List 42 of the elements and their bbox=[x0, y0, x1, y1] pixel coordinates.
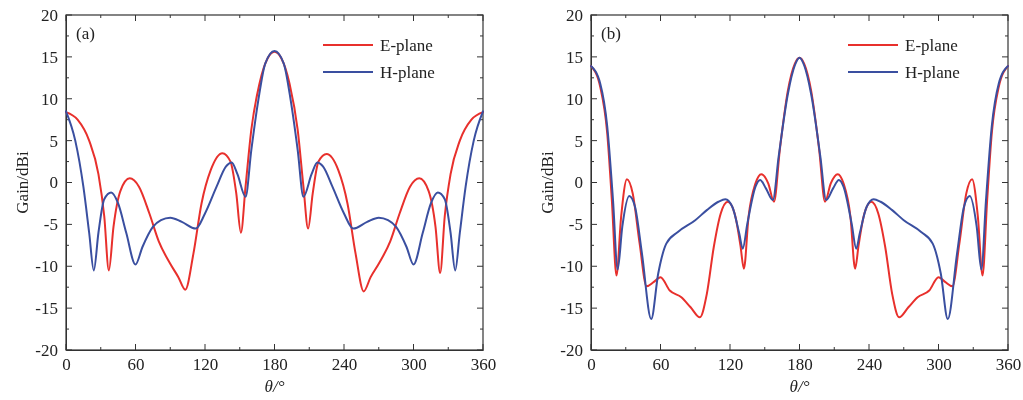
y-tick-label: -20 bbox=[35, 340, 58, 360]
x-axis-title: θ/° bbox=[789, 377, 810, 396]
y-axis-title: Gain/dBi bbox=[538, 151, 557, 214]
x-tick-label: 120 bbox=[717, 355, 744, 375]
y-tick-label: -10 bbox=[35, 257, 58, 277]
x-tick-label: 180 bbox=[787, 355, 813, 375]
y-tick-label: -15 bbox=[560, 299, 583, 319]
y-tick-label: 10 bbox=[41, 89, 58, 109]
legend-label: E-plane bbox=[380, 36, 433, 55]
y-tick-label: -5 bbox=[43, 215, 58, 235]
x-tick-label: 0 bbox=[62, 355, 71, 375]
x-tick-label: 240 bbox=[331, 355, 358, 375]
y-tick-label: 15 bbox=[566, 47, 583, 67]
x-axis-title: θ/° bbox=[264, 377, 285, 396]
y-tick-label: 0 bbox=[49, 173, 58, 193]
annotation: (a) bbox=[76, 24, 95, 43]
x-tick-label: 300 bbox=[401, 355, 427, 375]
y-axis-title: Gain/dBi bbox=[13, 151, 32, 214]
x-tick-label: 240 bbox=[856, 355, 883, 375]
x-tick-label: 60 bbox=[127, 355, 145, 375]
y-tick-label: -20 bbox=[560, 340, 583, 360]
y-tick-label: 15 bbox=[41, 47, 58, 67]
y-tick-label: 10 bbox=[566, 89, 583, 109]
x-tick-label: 120 bbox=[192, 355, 219, 375]
x-tick-label: 60 bbox=[652, 355, 670, 375]
x-tick-label: 180 bbox=[262, 355, 288, 375]
y-tick-label: 5 bbox=[49, 131, 58, 151]
legend-label: H-plane bbox=[905, 63, 960, 82]
x-tick-label: 300 bbox=[926, 355, 952, 375]
y-tick-label: 0 bbox=[574, 173, 583, 193]
x-tick-label: 0 bbox=[587, 355, 596, 375]
x-tick-label: 360 bbox=[470, 355, 497, 375]
legend-label: E-plane bbox=[905, 36, 958, 55]
y-tick-label: -10 bbox=[560, 257, 583, 277]
y-tick-label: -5 bbox=[568, 215, 583, 235]
annotation: (b) bbox=[601, 24, 621, 43]
y-tick-label: 5 bbox=[574, 131, 583, 151]
x-tick-label: 360 bbox=[995, 355, 1022, 375]
y-tick-label: 20 bbox=[566, 5, 583, 25]
y-tick-label: 20 bbox=[41, 5, 58, 25]
legend-label: H-plane bbox=[380, 63, 435, 82]
y-tick-label: -15 bbox=[35, 299, 58, 319]
